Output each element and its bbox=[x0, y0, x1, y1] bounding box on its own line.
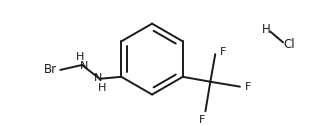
Text: F: F bbox=[220, 47, 226, 57]
Text: N: N bbox=[94, 73, 102, 83]
Text: N: N bbox=[80, 61, 88, 71]
Text: H: H bbox=[262, 23, 271, 36]
Text: Br: Br bbox=[44, 63, 57, 76]
Text: F: F bbox=[245, 82, 251, 92]
Text: H: H bbox=[97, 83, 106, 93]
Text: H: H bbox=[76, 52, 84, 62]
Text: F: F bbox=[199, 115, 206, 125]
Text: Cl: Cl bbox=[283, 38, 295, 51]
